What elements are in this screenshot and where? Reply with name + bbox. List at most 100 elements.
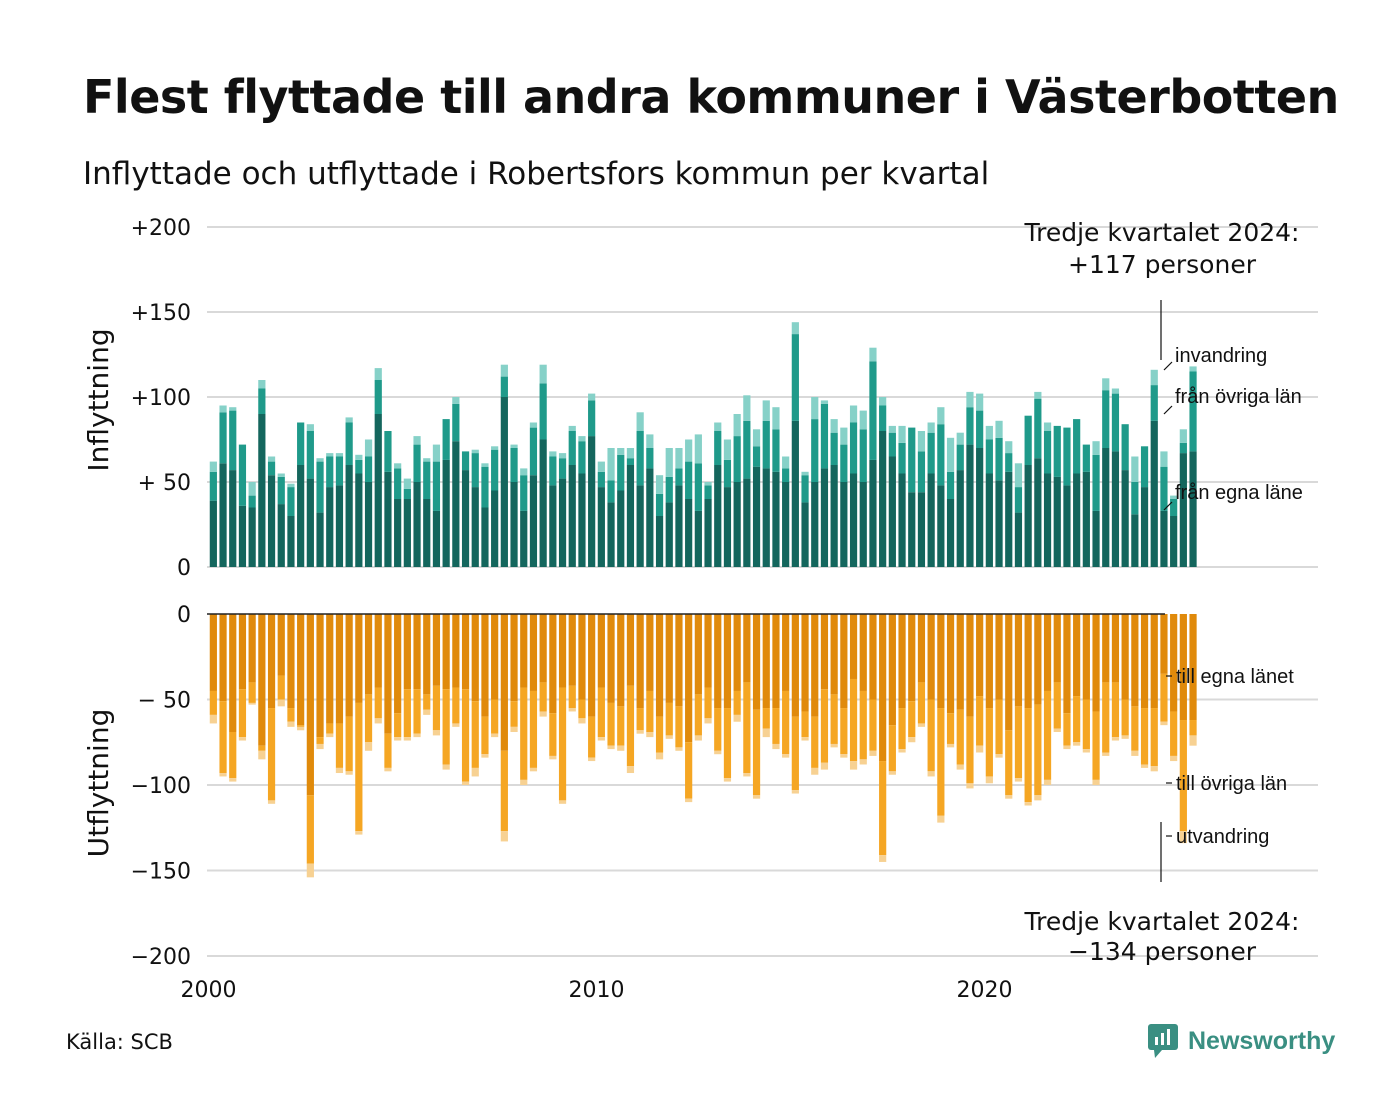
bar-segment — [558, 478, 567, 567]
bar-segment — [549, 456, 557, 486]
bar-segment — [1170, 499, 1178, 516]
bar-segment — [413, 482, 421, 567]
bar-segment — [791, 322, 799, 335]
bar-segment — [529, 475, 538, 567]
bar-segment — [917, 723, 926, 727]
bar-segment — [675, 485, 683, 567]
bar-segment — [704, 687, 712, 719]
bar-segment — [607, 702, 615, 746]
bar-segment — [568, 465, 576, 567]
bar-segment — [1043, 473, 1052, 567]
bar-segment — [859, 759, 867, 765]
bar-segment — [481, 754, 489, 758]
bar-segment — [849, 422, 858, 474]
bar-segment — [287, 614, 295, 709]
series-label-invandring: invandring — [1175, 345, 1267, 367]
bar-segment — [607, 448, 615, 481]
bar-segment — [646, 434, 654, 448]
bar-segment — [762, 708, 770, 729]
bar-segment — [946, 499, 955, 567]
y-tick-label: +150 — [131, 301, 191, 326]
bar-segment — [714, 708, 722, 751]
bar-segment — [908, 614, 916, 702]
bar-segment — [995, 699, 1003, 755]
bar-segment — [568, 425, 576, 431]
bar-segment — [995, 614, 1003, 700]
bar-segment — [403, 689, 411, 738]
bar-segment — [423, 499, 431, 567]
bar-segment — [403, 499, 411, 567]
bar-segment — [529, 767, 538, 772]
bar-segment — [869, 614, 877, 700]
bar-segment — [491, 614, 499, 700]
bar-segment — [917, 682, 926, 724]
bar-segment — [229, 778, 237, 782]
x-tick-label: 2010 — [569, 978, 625, 1003]
bar-segment — [297, 726, 305, 731]
bar-segment — [413, 614, 421, 690]
bar-segment — [888, 771, 896, 775]
bar-segment — [723, 778, 732, 782]
bar-segment — [908, 737, 916, 743]
bar-segment — [879, 761, 887, 856]
bar-segment — [694, 510, 702, 567]
bar-segment — [849, 761, 858, 770]
bar-segment — [423, 709, 431, 715]
bar-segment — [1140, 708, 1149, 765]
bar-segment — [588, 716, 596, 758]
bar-segment — [762, 400, 770, 421]
bar-segment — [1189, 614, 1197, 721]
bar-segment — [849, 473, 858, 567]
bar-segment — [869, 361, 877, 460]
bar-segment — [394, 463, 402, 469]
bar-segment — [588, 757, 596, 762]
bar-segment — [229, 614, 237, 732]
bar-segment — [394, 737, 402, 741]
bar-segment — [1170, 614, 1178, 712]
bar-segment — [1063, 485, 1071, 567]
bar-segment — [287, 708, 295, 722]
bar-segment — [820, 689, 829, 763]
bar-segment — [1140, 446, 1149, 488]
y-tick-label: +100 — [131, 386, 191, 411]
bar-segment — [927, 422, 935, 433]
bar-segment — [937, 424, 945, 486]
bar-segment — [956, 709, 964, 765]
bar-segment — [1053, 476, 1061, 567]
bar-segment — [558, 800, 567, 804]
bar-segment — [1005, 730, 1013, 796]
bar-segment — [1160, 510, 1168, 567]
bar-segment — [267, 461, 276, 476]
bar-segment — [772, 743, 780, 750]
bar-segment — [1014, 512, 1023, 567]
bar-segment — [345, 422, 353, 465]
bar-segment — [374, 614, 382, 688]
bar-segment — [888, 425, 896, 433]
grid-layer — [207, 226, 1318, 957]
bar-segment — [374, 368, 382, 380]
bar-segment — [714, 614, 722, 709]
bar-segment — [374, 718, 382, 724]
bar-segment — [675, 614, 683, 707]
bar-segment — [461, 470, 470, 567]
bar-segment — [617, 706, 625, 746]
bar-segment — [510, 701, 518, 727]
bar-segment — [714, 431, 722, 465]
bar-segment — [782, 482, 790, 567]
bar-segment — [471, 449, 479, 454]
bar-segment — [481, 716, 489, 755]
bar-segment — [946, 437, 955, 472]
bar-segment — [898, 442, 906, 474]
bar-segment — [820, 468, 829, 567]
bar-segment — [617, 454, 625, 491]
bar-segment — [888, 725, 896, 772]
bar-segment — [1131, 750, 1139, 756]
bar-segment — [985, 776, 993, 784]
bar-segment — [956, 470, 964, 567]
bar-segment — [655, 475, 664, 494]
bar-segment — [335, 456, 344, 486]
bar-segment — [345, 716, 353, 772]
bar-segment — [879, 405, 887, 431]
bar-segment — [946, 471, 955, 499]
bar-segment — [1073, 742, 1081, 746]
